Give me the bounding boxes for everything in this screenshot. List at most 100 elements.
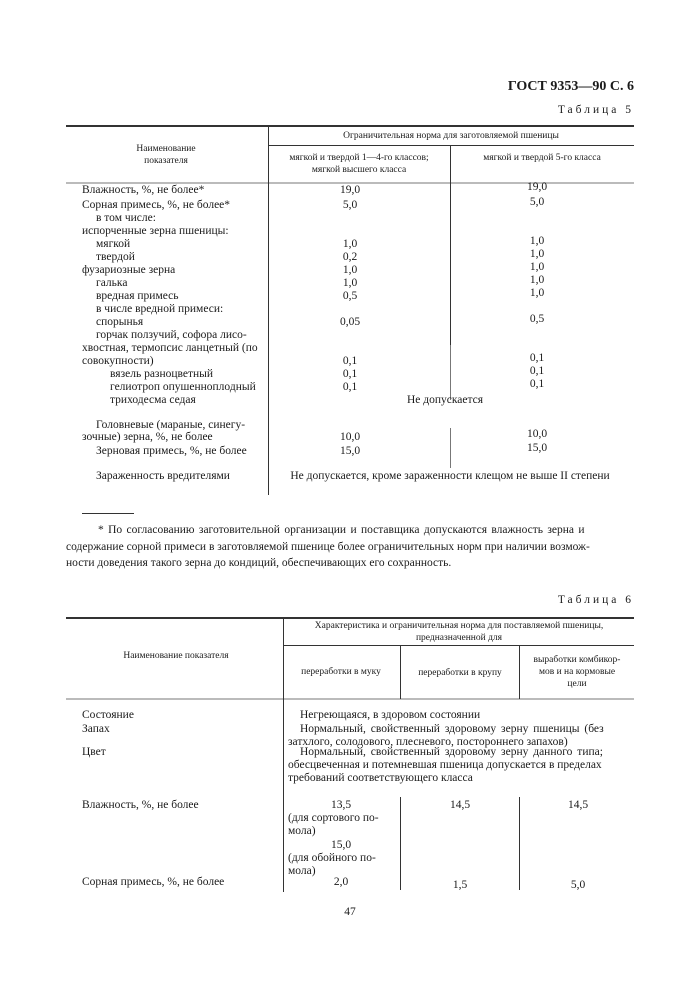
table6-group-header: Характеристика и ограничительная норма д…	[314, 621, 604, 643]
table5-vline-2b	[450, 345, 451, 400]
t6-weed-name: Сорная примесь, %, не более	[82, 876, 225, 888]
table6-vline-2	[400, 645, 401, 699]
table5-row-name: вязель разноцветный	[110, 368, 214, 380]
table5-row-name: Зерновая примесь, %, не более	[96, 445, 247, 457]
footnote-line-1: * По согласованию заготовительной органи…	[98, 524, 585, 536]
t6-moisture-v2: 14,5	[449, 799, 471, 811]
table5-row-value-2: 1,0	[529, 287, 545, 299]
table5-vline-2	[450, 145, 451, 345]
table5-top-rule	[66, 125, 634, 127]
table5-row-value-1: 0,5	[342, 290, 358, 302]
table6-col-name-header: Наименование показателя	[123, 651, 229, 661]
table5-row-value-2: 0,1	[529, 378, 545, 390]
table5-row-value-1: 0,1	[342, 355, 358, 367]
table6-vline-1	[283, 617, 284, 892]
table5-header-bottom-rule	[66, 182, 634, 184]
table5-row-value-2: 1,0	[529, 261, 545, 273]
table5-row-value-1: 15,0	[339, 445, 361, 457]
table6-header-divider	[283, 645, 634, 646]
table6-header-bottom-rule	[66, 698, 634, 700]
table5-row-name: испорченные зерна пшеницы:	[82, 225, 229, 237]
table5-row-value-1: 0,1	[342, 381, 358, 393]
footnote-rule	[82, 513, 134, 514]
table5-row-value-2: 0,1	[529, 365, 545, 377]
table5-row-merged-value: Не допускается, кроме зараженности клещо…	[290, 470, 610, 482]
t6-row-name: Цвет	[82, 746, 106, 758]
t6-row-name: Состояние	[82, 709, 134, 721]
table5-row-merged-value: Не допускается	[406, 394, 484, 406]
table6-vline-3b	[519, 797, 520, 890]
table5-row-value-1: 19,0	[339, 184, 361, 196]
table5-row-value-2: 1,0	[529, 274, 545, 286]
table5-row-name: хвостная, термопсис ланцетный (по	[82, 342, 258, 354]
table5-row-name: Головневые (мараные, синегу-	[96, 419, 246, 431]
table5-row-name: в числе вредной примеси:	[96, 303, 224, 315]
table5-row-name: Зараженность вредителями	[96, 470, 230, 482]
t6-moisture-v1-note: мола)	[288, 825, 316, 837]
table6-subheader-3: выработки комбикор-мов и на кормовые цели	[533, 655, 621, 689]
table5-row-name: мягкой	[96, 238, 131, 250]
t6-row-text: Негреющаяся, в здоровом состоянии	[300, 709, 481, 721]
t6-weed-v2: 1,5	[452, 879, 468, 891]
table5-row-value-2: 5,0	[529, 196, 545, 208]
table5-row-value-1: 0,2	[342, 251, 358, 263]
t6-moisture-v3: 14,5	[567, 799, 589, 811]
table5-vline-1	[268, 125, 269, 495]
table5-row-value-2: 0,5	[529, 313, 545, 325]
table5-row-value-1: 10,0	[339, 431, 361, 443]
t6-row-text: Нормальный, свойственный здоровому зерну…	[300, 746, 603, 758]
table5-vline-2c	[450, 428, 451, 468]
footnote-line-3: ности доведения такого зерна до кондиций…	[66, 557, 452, 569]
table5-row-name: совокупности)	[82, 355, 154, 367]
t6-row-text: требований соответствующего класса	[288, 772, 473, 784]
t6-weed-v1: 2,0	[333, 876, 349, 888]
footnote-line-2: содержание сорной примеси в заготовляемо…	[66, 541, 590, 553]
table6-subheader-1: переработки в муку	[301, 667, 381, 677]
table5-row-name: твердой	[96, 251, 135, 263]
t6-moisture-v1-note: (для обойного по-	[288, 852, 376, 864]
table5-subheader-2: мягкой и твердой 5-го класса	[483, 153, 601, 163]
table5-header-divider	[268, 145, 634, 146]
table6-subheader-2: переработки в крупу	[418, 668, 502, 678]
table5-row-value-1: 0,1	[342, 368, 358, 380]
t6-moisture-v1b: 15,0	[330, 839, 352, 851]
table6-vline-3	[519, 645, 520, 699]
table5-row-value-2: 15,0	[526, 442, 548, 454]
t6-moisture-v1: 13,5	[330, 799, 352, 811]
t6-row-text: обесцвеченная и потемневшая пшеница допу…	[288, 759, 602, 771]
table5-row-name: фузариозные зерна	[82, 264, 176, 276]
table5-row-name: спорынья	[96, 316, 144, 328]
table5-row-name: Влажность, %, не более*	[82, 184, 205, 196]
table5-row-value-1: 0,05	[339, 316, 361, 328]
table5-row-name: горчак ползучий, софора лисо-	[96, 329, 247, 341]
table5-row-name: гелиотроп опушенноплодный	[110, 381, 256, 393]
t6-row-name: Запах	[82, 723, 110, 735]
t6-moisture-v1-note: мола)	[288, 865, 316, 877]
page-number: 47	[344, 906, 356, 918]
t6-weed-v3: 5,0	[570, 879, 586, 891]
table6-vline-2b	[400, 797, 401, 890]
table5-row-value-2: 0,1	[529, 352, 545, 364]
table5-row-value-2: 1,0	[529, 248, 545, 260]
table5-group-header: Ограничительная норма для заготовляемой …	[343, 131, 559, 141]
t6-moisture-name: Влажность, %, не более	[82, 799, 199, 811]
table5-row-name: триходесма седая	[110, 394, 196, 406]
table5-row-name: вредная примесь	[96, 290, 179, 302]
table5-row-value-2: 10,0	[526, 428, 548, 440]
t6-row-text: затхлого, солодового, плесневого, постор…	[288, 736, 568, 748]
table5-row-value-2: 19,0	[526, 181, 548, 193]
t6-moisture-v1-note: (для сортового по-	[288, 812, 379, 824]
table5-row-value-1: 5,0	[342, 199, 358, 211]
table6-top-rule	[66, 617, 634, 619]
table5-row-value-1: 1,0	[342, 238, 358, 250]
table5-row-name: галька	[96, 277, 128, 289]
table5-row-value-1: 1,0	[342, 264, 358, 276]
table5-row-name: зочные) зерна, %, не более	[82, 431, 213, 443]
table5-row-name: Сорная примесь, %, не более*	[82, 199, 231, 211]
table5-caption: Таблица 5	[557, 104, 634, 116]
table5-row-value-1: 1,0	[342, 277, 358, 289]
t6-row-text: Нормальный, свойственный здоровому зерну…	[300, 723, 604, 735]
table5-col-name-header: Наименование показателя	[136, 144, 196, 166]
doc-reference: ГОСТ 9353—90 С. 6	[507, 79, 634, 94]
